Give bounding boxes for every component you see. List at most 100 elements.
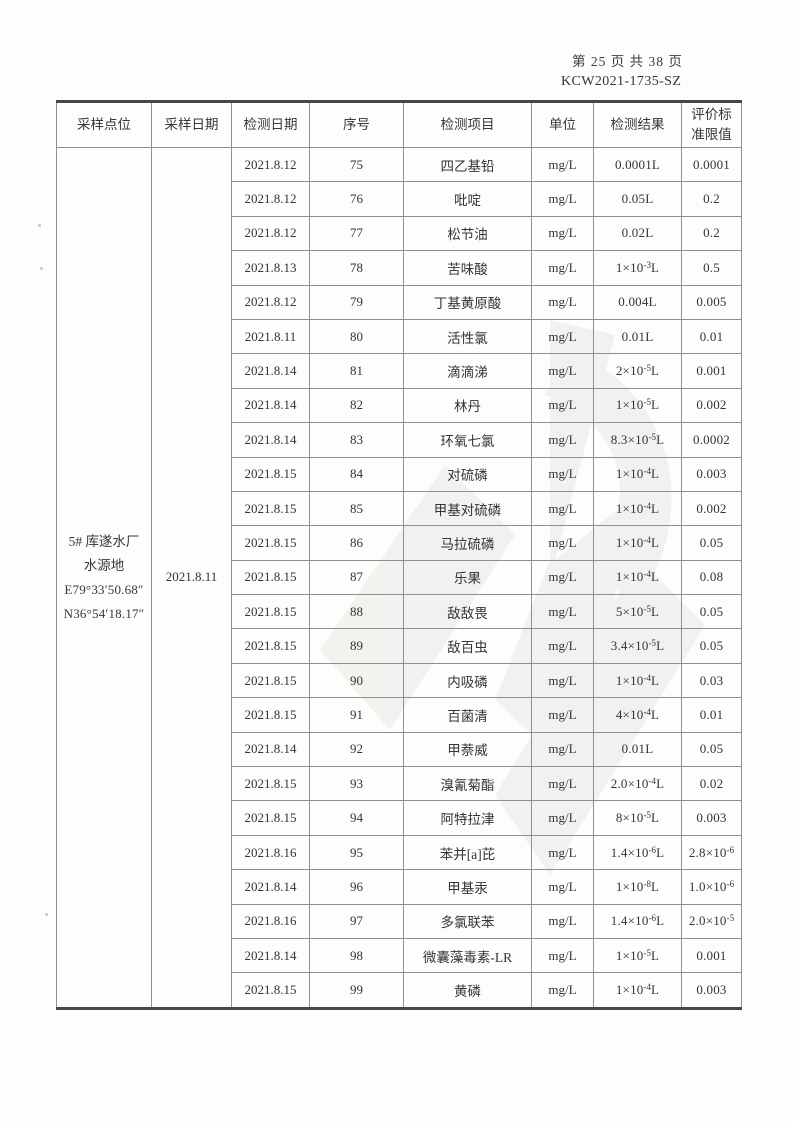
seq-cell: 89	[309, 628, 404, 664]
item-cell: 马拉硫磷	[403, 525, 532, 561]
seq-cell: 78	[309, 250, 404, 286]
header-sampling-date: 采样日期	[151, 101, 232, 148]
unit-cell: mg/L	[531, 869, 594, 905]
seq-cell: 90	[309, 662, 404, 699]
limit-cell: 0.05	[681, 525, 742, 561]
unit-cell: mg/L	[531, 697, 594, 733]
table-row: 2021.8.15 84 对硫磷 mg/L 1×10-4L 0.003	[57, 456, 742, 492]
result-cell: 8.3×10-5L	[593, 422, 682, 458]
seq-cell: 97	[309, 903, 404, 939]
result-cell: 1×10-4L	[593, 525, 682, 561]
result-cell: 0.004L	[593, 284, 682, 320]
unit-cell: mg/L	[531, 628, 594, 664]
item-cell: 四乙基铅	[403, 146, 532, 183]
test-date-cell: 2021.8.14	[231, 422, 310, 458]
limit-cell: 0.002	[681, 490, 742, 527]
test-date-cell: 2021.8.11	[231, 318, 310, 355]
item-cell: 甲基汞	[403, 869, 532, 905]
report-number: KCW2021-1735-SZ	[561, 74, 682, 89]
result-cell: 1.4×10-6L	[593, 903, 682, 939]
table-row: 2021.8.16 97 多氯联苯 mg/L 1.4×10-6L 2.0×10-5	[57, 903, 742, 939]
unit-cell: mg/L	[531, 903, 594, 939]
result-cell: 1.4×10-6L	[593, 834, 682, 871]
scan-speck	[45, 913, 48, 916]
test-date-cell: 2021.8.15	[231, 766, 310, 802]
seq-cell: 95	[309, 834, 404, 871]
unit-cell: mg/L	[531, 490, 594, 527]
seq-cell: 88	[309, 594, 404, 630]
header-seq-no: 序号	[309, 101, 404, 148]
seq-cell: 92	[309, 731, 404, 768]
result-cell: 1×10-3L	[593, 250, 682, 286]
test-date-cell: 2021.8.15	[231, 800, 310, 836]
table-row: 2021.8.14 98 微囊藻毒素-LR mg/L 1×10-5L 0.001	[57, 937, 742, 974]
item-cell: 活性氯	[403, 318, 532, 355]
item-cell: 百菌清	[403, 697, 532, 733]
test-date-cell: 2021.8.13	[231, 250, 310, 286]
test-date-cell: 2021.8.15	[231, 972, 310, 1009]
test-date-cell: 2021.8.15	[231, 490, 310, 527]
result-cell: 0.02L	[593, 215, 682, 252]
seq-cell: 81	[309, 353, 404, 389]
result-cell: 0.01L	[593, 731, 682, 768]
scan-speck	[40, 267, 43, 270]
unit-cell: mg/L	[531, 456, 594, 492]
limit-cell: 0.05	[681, 594, 742, 630]
result-cell: 8×10-5L	[593, 800, 682, 836]
table-row: 2021.8.12 76 吡啶 mg/L 0.05L 0.2	[57, 181, 742, 217]
item-cell: 溴氰菊酯	[403, 766, 532, 802]
limit-cell: 0.002	[681, 387, 742, 424]
unit-cell: mg/L	[531, 353, 594, 389]
limit-cell: 0.01	[681, 318, 742, 355]
sampling-point-line: E79°33′50.68″	[64, 582, 144, 598]
result-cell: 5×10-5L	[593, 594, 682, 630]
result-cell: 0.01L	[593, 318, 682, 355]
table-body: 5# 库遂水厂 水源地 E79°33′50.68″ N36°54′18.17″ 2021…	[56, 146, 742, 1009]
table-row: 2021.8.15 88 敌敌畏 mg/L 5×10-5L 0.05	[57, 594, 742, 630]
result-cell: 0.0001L	[593, 146, 682, 183]
limit-cell: 0.003	[681, 456, 742, 492]
item-cell: 阿特拉津	[403, 800, 532, 836]
table-row: 2021.8.15 90 内吸磷 mg/L 1×10-4L 0.03	[57, 662, 742, 699]
table-row: 2021.8.14 82 林丹 mg/L 1×10-5L 0.002	[57, 387, 742, 424]
limit-cell: 0.2	[681, 181, 742, 217]
result-cell: 1×10-4L	[593, 972, 682, 1009]
item-cell: 苯并[a]芘	[403, 834, 532, 871]
result-cell: 1×10-4L	[593, 456, 682, 492]
item-cell: 环氧七氯	[403, 422, 532, 458]
seq-cell: 76	[309, 181, 404, 217]
table-row: 2021.8.12 79 丁基黄原酸 mg/L 0.004L 0.005	[57, 284, 742, 320]
test-date-cell: 2021.8.15	[231, 559, 310, 596]
unit-cell: mg/L	[531, 215, 594, 252]
header-standard-limit: 评价标准限值	[681, 101, 742, 148]
test-date-cell: 2021.8.15	[231, 662, 310, 699]
limit-cell: 2.8×10-6	[681, 834, 742, 871]
scan-speck	[38, 224, 41, 227]
item-cell: 黄磷	[403, 972, 532, 1009]
test-date-cell: 2021.8.14	[231, 353, 310, 389]
header-unit: 单位	[531, 101, 594, 148]
limit-cell: 0.005	[681, 284, 742, 320]
unit-cell: mg/L	[531, 146, 594, 183]
limit-cell: 0.0001	[681, 146, 742, 183]
limit-cell: 0.0002	[681, 422, 742, 458]
result-cell: 1×10-8L	[593, 869, 682, 905]
limit-cell: 1.0×10-6	[681, 869, 742, 905]
seq-cell: 79	[309, 284, 404, 320]
item-cell: 丁基黄原酸	[403, 284, 532, 320]
table-row: 2021.8.15 93 溴氰菊酯 mg/L 2.0×10-4L 0.02	[57, 766, 742, 802]
limit-cell: 0.08	[681, 559, 742, 596]
seq-cell: 91	[309, 697, 404, 733]
table-row: 2021.8.14 81 滴滴涕 mg/L 2×10-5L 0.001	[57, 353, 742, 389]
result-cell: 1×10-4L	[593, 662, 682, 699]
header-test-result: 检测结果	[593, 101, 682, 148]
item-cell: 多氯联苯	[403, 903, 532, 939]
limit-cell: 0.03	[681, 662, 742, 699]
seq-cell: 93	[309, 766, 404, 802]
unit-cell: mg/L	[531, 834, 594, 871]
test-date-cell: 2021.8.12	[231, 284, 310, 320]
unit-cell: mg/L	[531, 318, 594, 355]
table-row: 2021.8.11 80 活性氯 mg/L 0.01L 0.01	[57, 318, 742, 355]
limit-cell: 0.2	[681, 215, 742, 252]
unit-cell: mg/L	[531, 250, 594, 286]
